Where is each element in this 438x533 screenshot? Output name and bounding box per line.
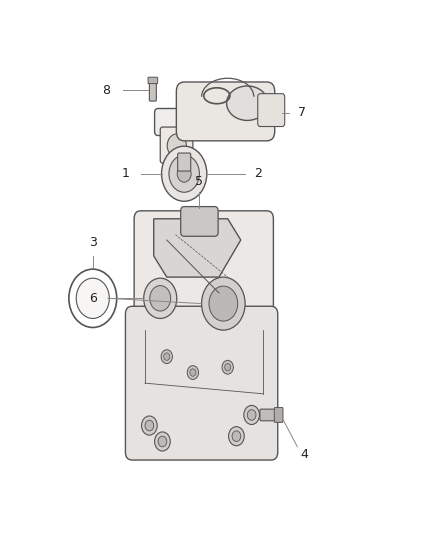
FancyBboxPatch shape: [134, 211, 273, 343]
Circle shape: [187, 366, 198, 379]
Text: 5: 5: [195, 175, 203, 188]
FancyBboxPatch shape: [160, 127, 193, 163]
FancyBboxPatch shape: [181, 207, 218, 236]
Circle shape: [169, 155, 199, 192]
Circle shape: [164, 353, 170, 360]
Circle shape: [232, 431, 241, 441]
Circle shape: [209, 286, 238, 321]
Circle shape: [150, 286, 171, 311]
Text: 8: 8: [102, 84, 110, 97]
Circle shape: [141, 416, 157, 435]
Text: 6: 6: [89, 292, 97, 305]
FancyBboxPatch shape: [178, 153, 191, 171]
FancyBboxPatch shape: [148, 77, 158, 84]
Text: 3: 3: [89, 236, 97, 249]
FancyBboxPatch shape: [155, 109, 240, 135]
Circle shape: [155, 432, 170, 451]
Circle shape: [177, 165, 191, 182]
Ellipse shape: [226, 86, 268, 120]
Circle shape: [225, 364, 231, 371]
Circle shape: [244, 406, 259, 424]
Text: 2: 2: [254, 167, 262, 180]
Circle shape: [158, 436, 167, 447]
FancyBboxPatch shape: [274, 408, 283, 422]
Circle shape: [167, 134, 186, 157]
FancyBboxPatch shape: [177, 82, 275, 141]
Circle shape: [229, 426, 244, 446]
Circle shape: [247, 410, 256, 420]
Text: 4: 4: [300, 448, 308, 461]
Circle shape: [162, 146, 207, 201]
Circle shape: [161, 350, 173, 364]
Text: 7: 7: [298, 106, 306, 119]
Circle shape: [190, 369, 196, 376]
Circle shape: [144, 278, 177, 318]
Circle shape: [145, 420, 154, 431]
FancyBboxPatch shape: [149, 80, 156, 101]
Text: 1: 1: [121, 167, 129, 180]
FancyBboxPatch shape: [125, 306, 278, 460]
Circle shape: [201, 277, 245, 330]
Circle shape: [76, 278, 110, 318]
Polygon shape: [154, 219, 241, 277]
FancyBboxPatch shape: [258, 94, 285, 126]
FancyBboxPatch shape: [260, 409, 278, 421]
Circle shape: [222, 360, 233, 374]
